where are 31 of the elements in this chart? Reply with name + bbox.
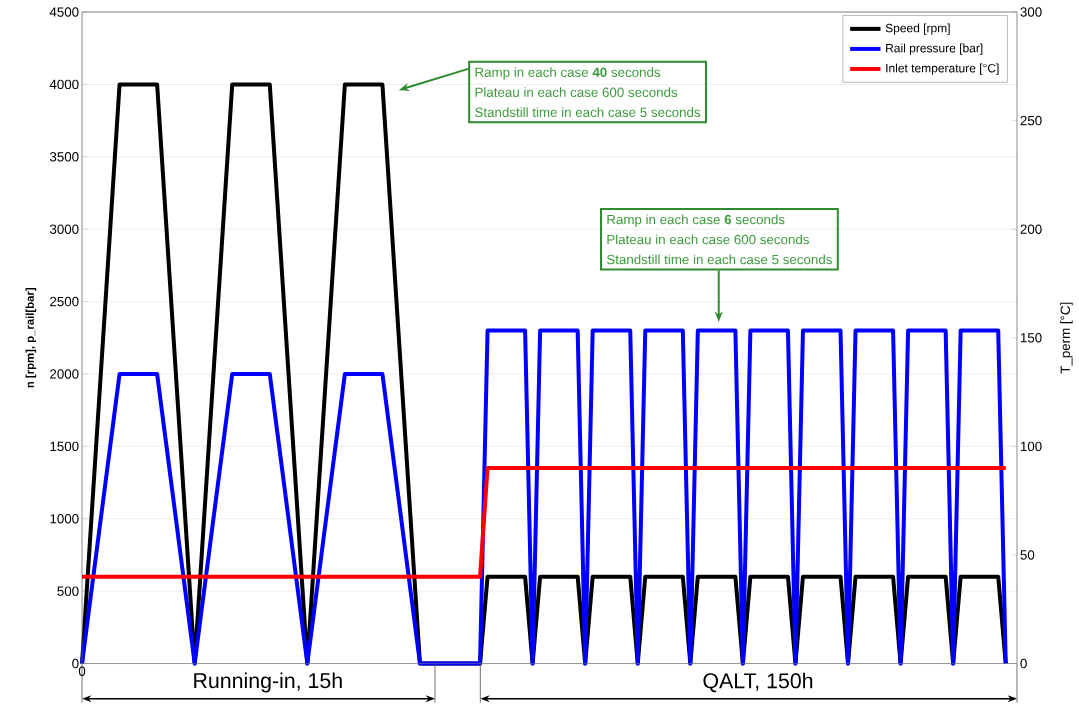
text: Running-in, 15h	[194, 672, 342, 693]
annotation: Plateau in each case 600 seconds	[607, 234, 809, 245]
y2-tick-label: 150	[1020, 333, 1042, 343]
text: QALT, 150h	[703, 672, 813, 693]
y2-tick-label: 250	[1020, 116, 1042, 126]
y-tick-label: 2500	[50, 297, 79, 307]
legend-label: Inlet temperature [°C]	[886, 63, 999, 75]
annotation: Standstill time in each case 5 seconds	[606, 254, 832, 265]
y-tick-label: 4000	[49, 79, 79, 90]
y-tick-label: 3000	[49, 224, 79, 235]
y-tick-label: 500	[57, 586, 79, 597]
text: 0	[78, 666, 86, 677]
y2-axis-title: T_perm [°C]	[1060, 302, 1073, 374]
y2-tick-label: 0	[1020, 659, 1027, 669]
annotation: Standstill time in each case 5 seconds	[475, 107, 701, 118]
annotation: Plateau in each case 600 seconds	[475, 87, 678, 98]
y-tick-label: 1500	[50, 441, 79, 452]
y-tick-label: 2000	[50, 369, 79, 379]
y-tick-label: 1000	[50, 514, 79, 524]
annotation: Ramp in each case 40 seconds	[475, 67, 661, 80]
legend-label: Rail pressure [bar]	[886, 43, 983, 55]
y2-tick-label: 100	[1020, 441, 1042, 452]
y2-tick-label: 300	[1020, 7, 1042, 17]
y-axis-title: n [rpm], p_rail[bar]	[25, 288, 37, 388]
y2-tick-label: 200	[1020, 224, 1042, 235]
y2-tick-label: 50	[1020, 550, 1035, 560]
y-tick-label: 0	[72, 659, 79, 669]
legend-label: Speed [rpm]	[885, 23, 950, 35]
annotation: Ramp in each case 6 seconds	[607, 214, 785, 228]
y-tick-label: 3500	[49, 152, 79, 162]
y-tick-label: 4500	[49, 7, 79, 17]
